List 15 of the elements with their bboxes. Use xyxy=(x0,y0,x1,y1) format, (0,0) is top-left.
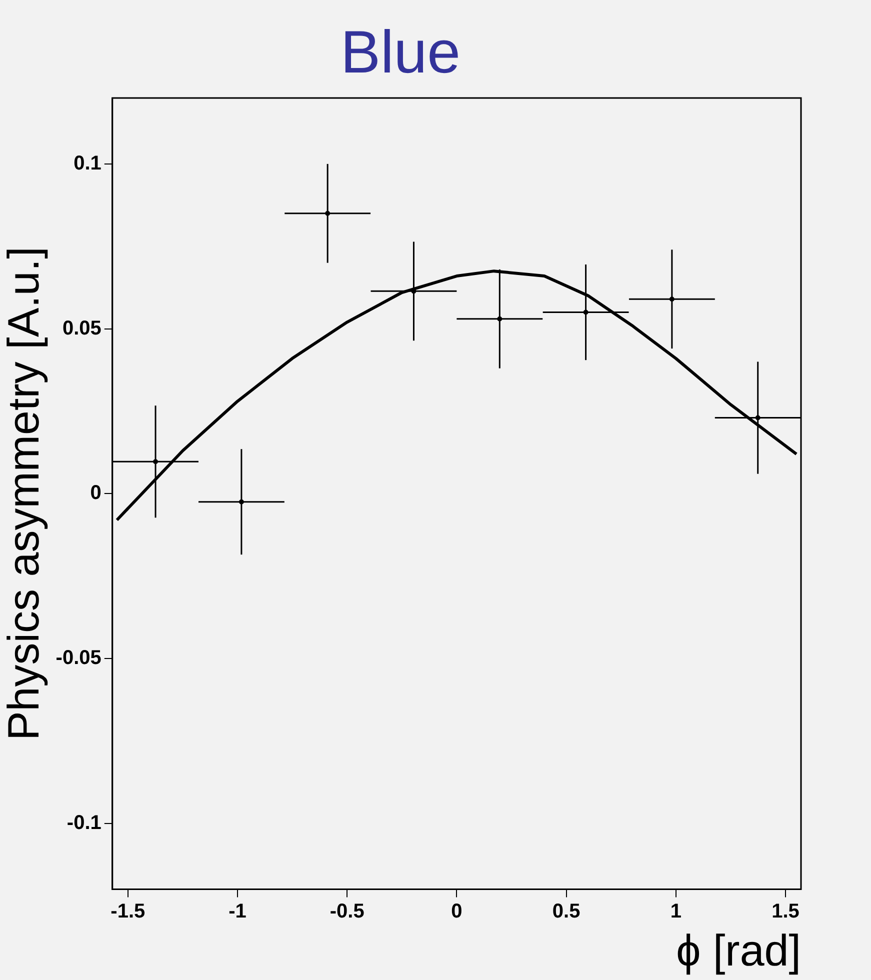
x-tick-label: 0.5 xyxy=(552,900,580,923)
x-tick-label: -0.5 xyxy=(330,900,364,923)
x-tick-label: -1 xyxy=(228,900,246,923)
x-tick-label: 0 xyxy=(451,900,462,923)
y-tick-label: -0.1 xyxy=(66,812,102,834)
y-tick-label: 0.1 xyxy=(74,152,102,174)
x-axis-title: ϕ [rad] xyxy=(676,926,801,976)
chart-title: Blue xyxy=(340,18,461,86)
y-axis-title: Physics asymmetry [A.u.] xyxy=(0,246,49,741)
x-tick-label: -1.5 xyxy=(110,900,146,923)
y-tick-label: 0 xyxy=(90,482,102,504)
y-tick-label: 0.05 xyxy=(62,317,102,340)
x-tick-label: 1.5 xyxy=(772,900,800,923)
x-tick-label: 1 xyxy=(670,900,682,923)
y-tick-label: -0.05 xyxy=(56,646,102,669)
